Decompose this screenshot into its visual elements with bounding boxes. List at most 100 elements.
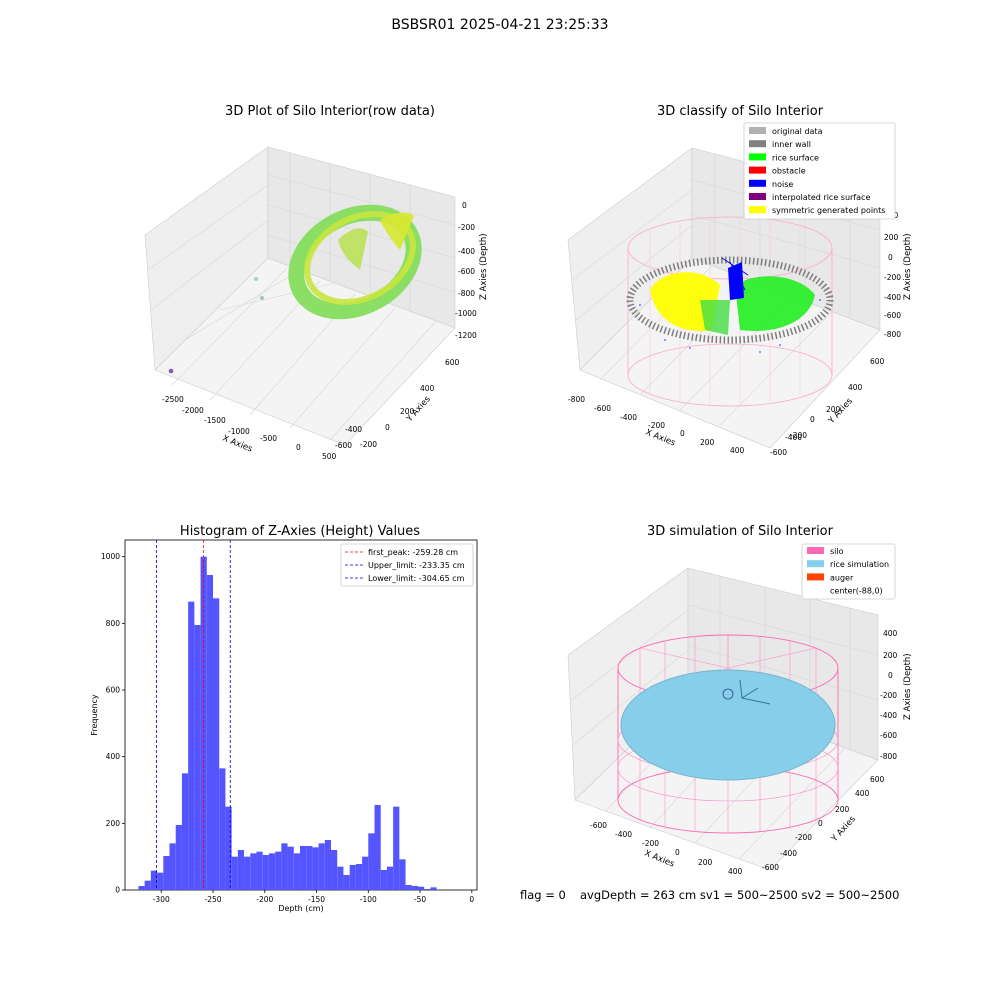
hist-xlabel: Depth (cm) bbox=[278, 904, 323, 913]
p4-xlabel: X Axies bbox=[643, 849, 676, 870]
hist-ytick-label: 600 bbox=[106, 686, 121, 695]
panel1-point-cloud bbox=[168, 204, 422, 374]
p4-ytick: -200 bbox=[795, 833, 812, 842]
histogram-bar bbox=[250, 853, 257, 890]
histogram-bar bbox=[405, 885, 412, 890]
p1-ytick: 200 bbox=[400, 407, 415, 416]
p4-xtick: 0 bbox=[675, 848, 680, 857]
p2-ztick: -800 bbox=[884, 330, 901, 339]
p1-ytick: 600 bbox=[445, 358, 460, 367]
histogram-bar bbox=[293, 853, 300, 890]
histogram-bar bbox=[275, 851, 282, 890]
p2-legend-label: inner wall bbox=[772, 140, 811, 149]
histogram-bar bbox=[343, 875, 350, 890]
histogram-bar bbox=[281, 843, 288, 890]
histogram-bar bbox=[417, 886, 425, 890]
histogram-bar bbox=[312, 847, 319, 890]
hist-xtick-label: -150 bbox=[308, 895, 325, 904]
panel2-scene bbox=[626, 216, 834, 407]
p1-xtick: -1000 bbox=[228, 427, 250, 436]
hist-ytick-label: 400 bbox=[106, 752, 121, 761]
p4-ztick: -200 bbox=[880, 691, 897, 700]
p2-legend-label: interpolated rice surface bbox=[772, 193, 870, 202]
p2-xtick: -400 bbox=[620, 413, 637, 422]
p4-ytick: 0 bbox=[818, 819, 823, 828]
histogram-bar bbox=[299, 846, 307, 890]
p4-legend-label: silo bbox=[830, 547, 844, 556]
panel4-scene bbox=[617, 634, 839, 834]
histogram-bar bbox=[386, 866, 394, 890]
hist-legend-label: Lower_limit: -304.65 cm bbox=[368, 574, 465, 583]
p2-legend-swatch bbox=[749, 127, 766, 134]
p2-legend-swatch bbox=[749, 166, 766, 174]
p4-ytick: -400 bbox=[780, 849, 797, 858]
p1-ztick: -400 bbox=[458, 247, 475, 256]
p4-ztick: -800 bbox=[880, 752, 897, 761]
p2-ytick: 600 bbox=[870, 357, 885, 366]
p2-legend-swatch bbox=[749, 153, 766, 161]
histogram-bar bbox=[355, 864, 363, 890]
histogram-bar bbox=[150, 870, 158, 890]
hist-ytick-label: 800 bbox=[106, 619, 121, 628]
histogram-bar bbox=[399, 859, 406, 890]
hist-xtick-label: -250 bbox=[204, 895, 221, 904]
p1-ztick: -800 bbox=[458, 289, 475, 298]
p1-ztick: -600 bbox=[458, 267, 475, 276]
p2-ytick: 200 bbox=[826, 405, 841, 414]
p2-xtick: 400 bbox=[730, 446, 745, 455]
p2-legend-label: obstacle bbox=[772, 167, 806, 176]
p4-xtick: 400 bbox=[728, 867, 743, 876]
histogram-bar bbox=[163, 856, 170, 890]
hist-ytick-label: 0 bbox=[115, 886, 120, 895]
p2-legend-label: original data bbox=[772, 127, 823, 136]
p1-ztick: -1000 bbox=[455, 309, 477, 318]
histogram-bar bbox=[349, 865, 356, 890]
hist-legend-label: first_peak: -259.28 cm bbox=[368, 548, 458, 557]
p1-xtick: -1500 bbox=[204, 416, 226, 425]
hist-xtick-label: -50 bbox=[414, 895, 426, 904]
p2-legend-label: rice surface bbox=[772, 153, 819, 162]
histogram-bar bbox=[169, 843, 176, 890]
p4-zlabel: Z Axies (Depth) bbox=[903, 653, 913, 720]
hist-xtick-label: 0 bbox=[469, 895, 474, 904]
p4-legend-swatch bbox=[807, 547, 824, 554]
p4-ytick: 200 bbox=[835, 805, 850, 814]
p2-ztick: -400 bbox=[884, 293, 901, 302]
histogram-bar bbox=[144, 880, 151, 890]
histogram-bar bbox=[175, 825, 182, 890]
histogram-legend: first_peak: -259.28 cm Upper_limit: -233.… bbox=[340, 543, 474, 587]
histogram-bar bbox=[287, 846, 294, 890]
histogram-bar bbox=[380, 870, 387, 890]
p1-xtick: 0 bbox=[296, 443, 301, 452]
p1-ytick: -400 bbox=[345, 425, 362, 434]
histogram-bar bbox=[337, 866, 344, 890]
p2-ytick: 0 bbox=[810, 415, 815, 424]
p4-legend-label: auger bbox=[830, 573, 854, 582]
p2-xtick: -200 bbox=[648, 421, 665, 430]
histogram-bar bbox=[362, 856, 369, 890]
panel2-title: 3D classify of Silo Interior bbox=[656, 104, 824, 119]
p2-legend-swatch bbox=[749, 179, 766, 187]
p1-zlabel: Z Axies (Depth) bbox=[479, 233, 489, 300]
p4-ztick: 400 bbox=[883, 629, 898, 638]
histogram-bar bbox=[225, 806, 232, 890]
histogram-bar bbox=[424, 889, 431, 890]
histogram-bar bbox=[213, 598, 220, 890]
histogram-bar bbox=[200, 556, 207, 890]
p4-xtick: -600 bbox=[590, 821, 607, 830]
p4-ytick: -600 bbox=[762, 863, 779, 872]
histogram-bar bbox=[237, 850, 245, 890]
p1-ztick: -200 bbox=[458, 223, 475, 232]
p2-ztick: -200 bbox=[884, 273, 901, 282]
p4-xtick: -400 bbox=[615, 830, 632, 839]
histogram-bar bbox=[194, 625, 201, 890]
histogram-bar bbox=[368, 833, 375, 890]
histogram-bar bbox=[244, 856, 251, 890]
histogram-bar bbox=[262, 855, 269, 890]
p2-legend-label: noise bbox=[772, 180, 793, 189]
hist-ytick-label: 1000 bbox=[101, 552, 120, 561]
p1-xtick: -2500 bbox=[162, 395, 184, 404]
histogram-bar bbox=[268, 853, 276, 890]
